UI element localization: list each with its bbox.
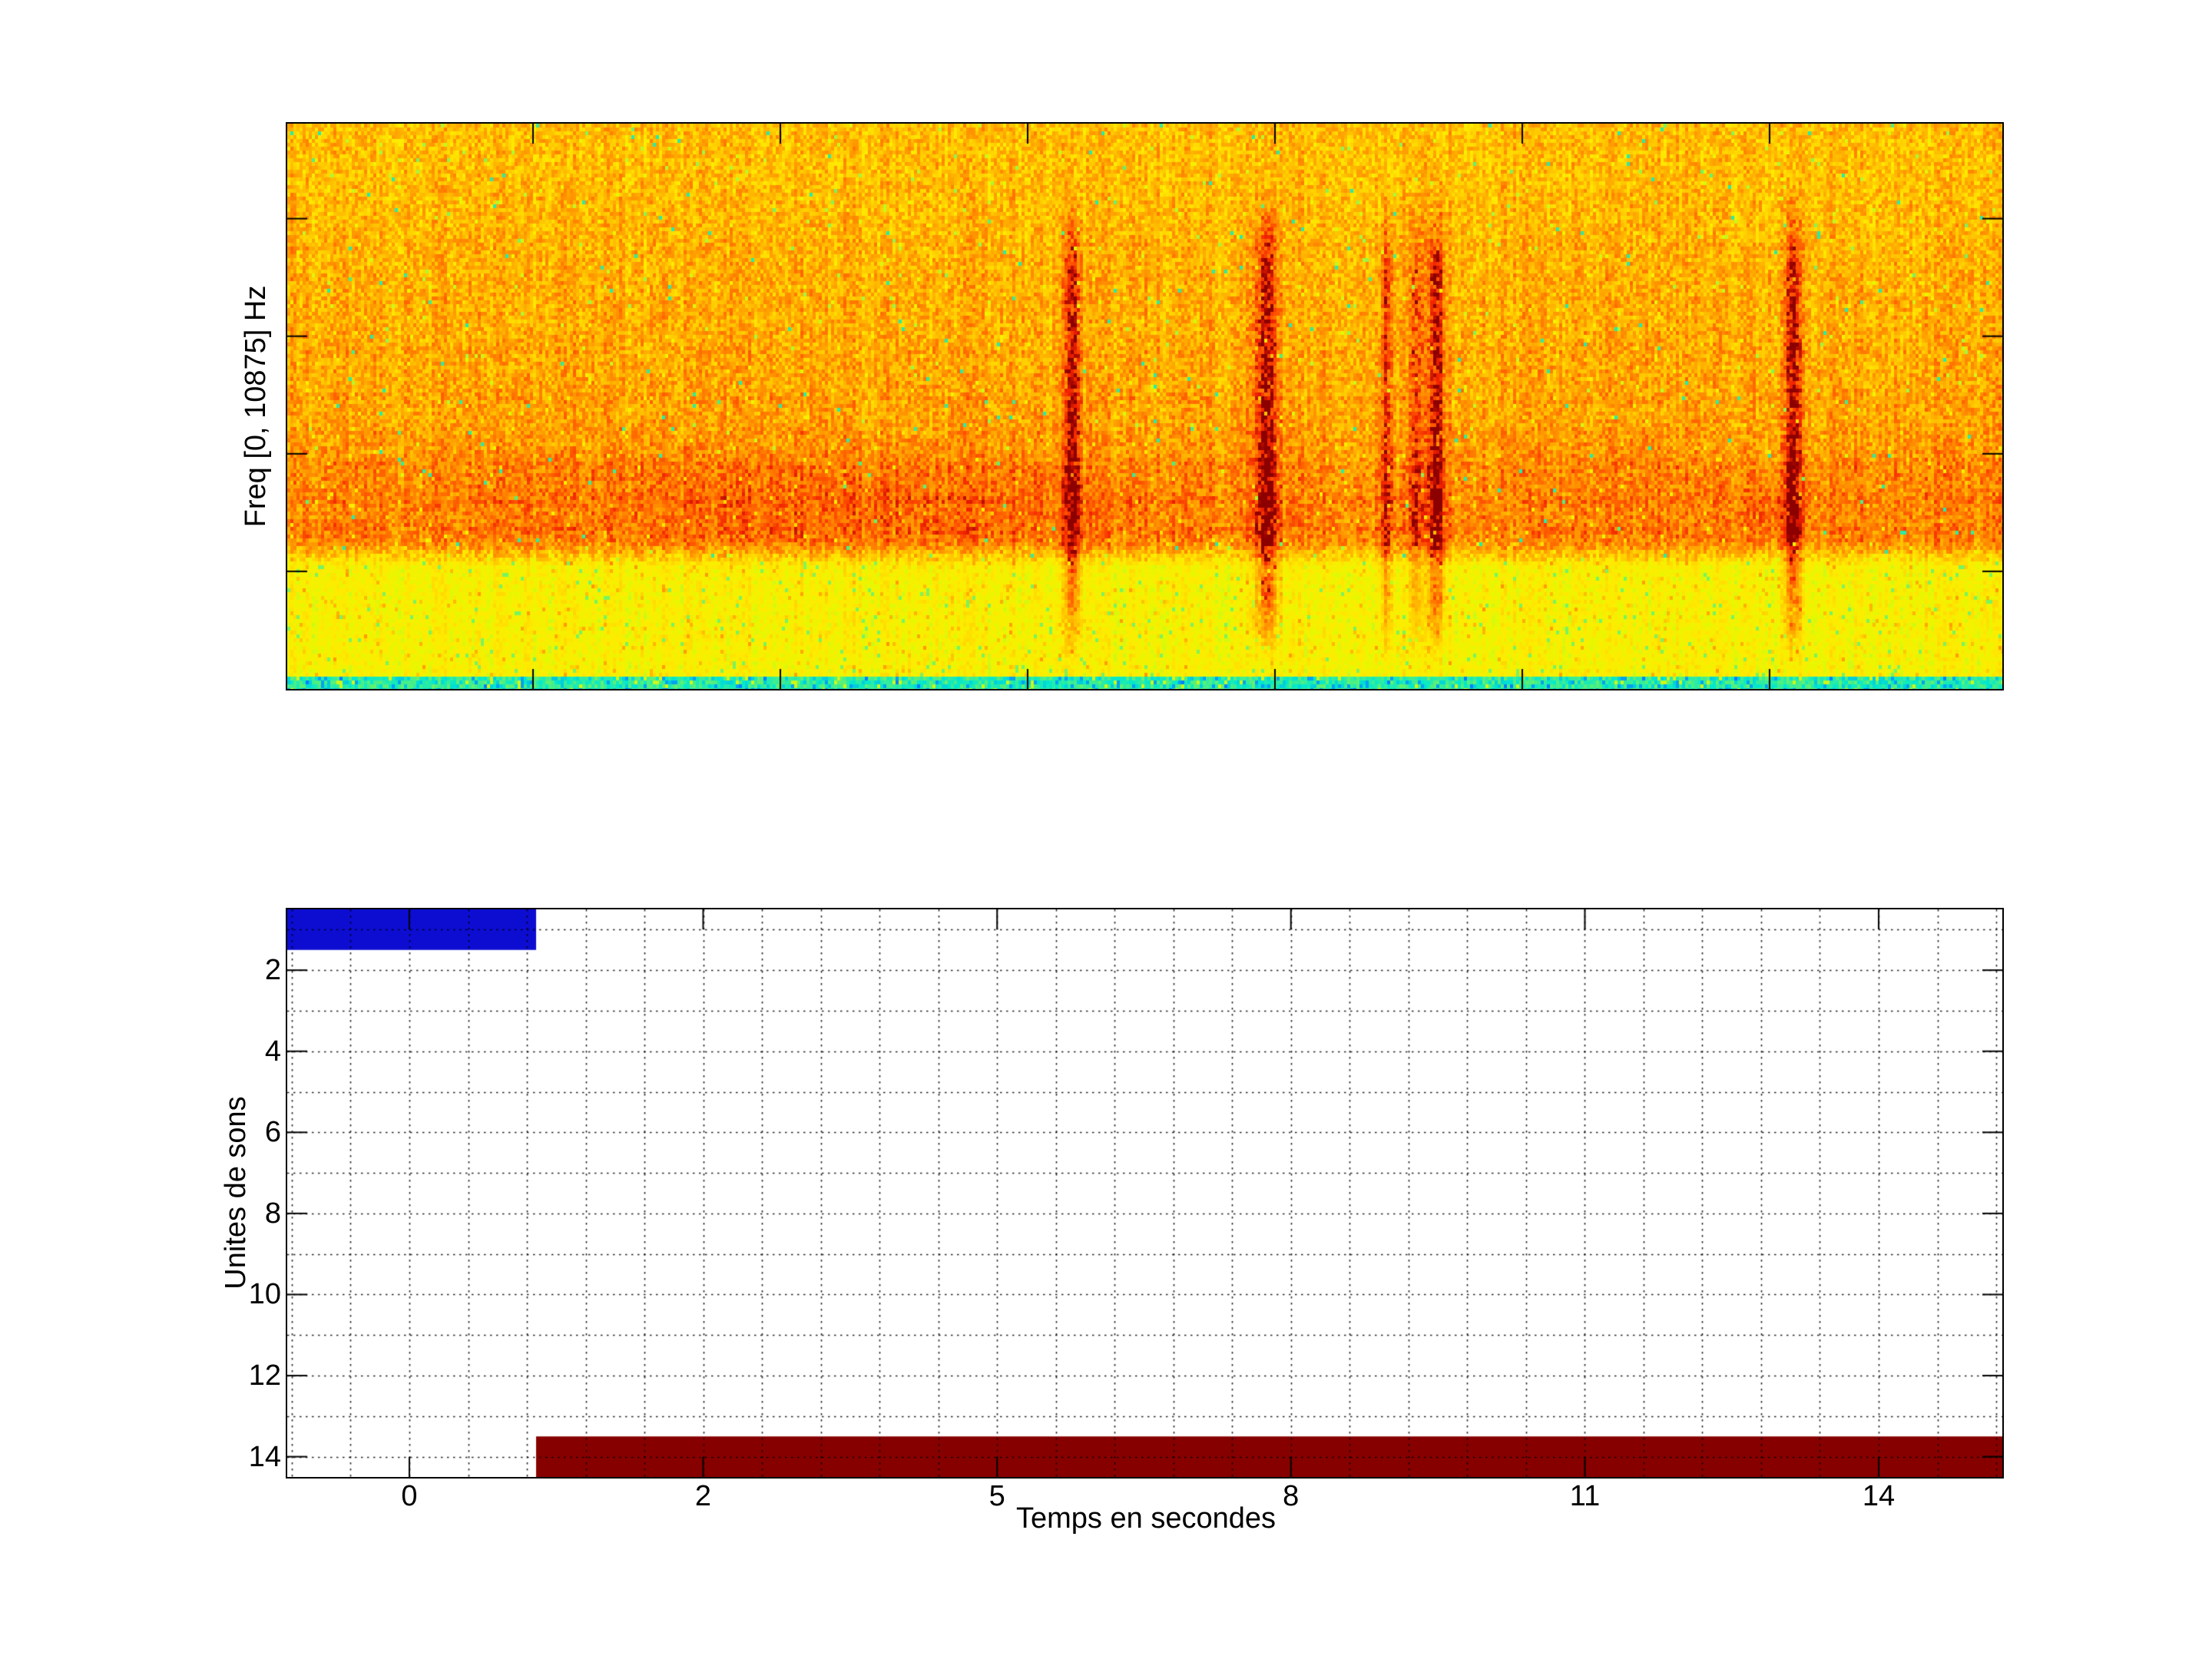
y-tick-label: 2 [264,954,281,987]
x-tick-label: 0 [401,1480,418,1512]
x-tick-label: 2 [694,1480,712,1512]
x-tick-label: 14 [1862,1480,1896,1512]
y-tick-label: 12 [248,1359,281,1392]
sound-units-canvas [287,909,2002,1477]
sound-units-plot [286,908,2004,1479]
y-tick-label: 6 [264,1116,281,1149]
x-tick-label: 11 [1569,1480,1601,1512]
x-tick-label: 5 [988,1480,1005,1512]
y-tick-label: 10 [248,1278,281,1311]
x-tick-label: 8 [1283,1480,1300,1512]
time-xlabel: Temps en secondes [1016,1502,1276,1535]
units-ylabel: Unites de sons [220,1096,252,1290]
spectrogram-plot [286,122,2004,690]
y-tick-label: 14 [248,1440,281,1473]
y-tick-label: 8 [264,1197,281,1230]
spectrogram-ylabel: Freq [0, 10875] Hz [240,285,272,528]
y-tick-label: 4 [264,1035,281,1068]
spectrogram-heatmap-canvas [287,124,2002,689]
